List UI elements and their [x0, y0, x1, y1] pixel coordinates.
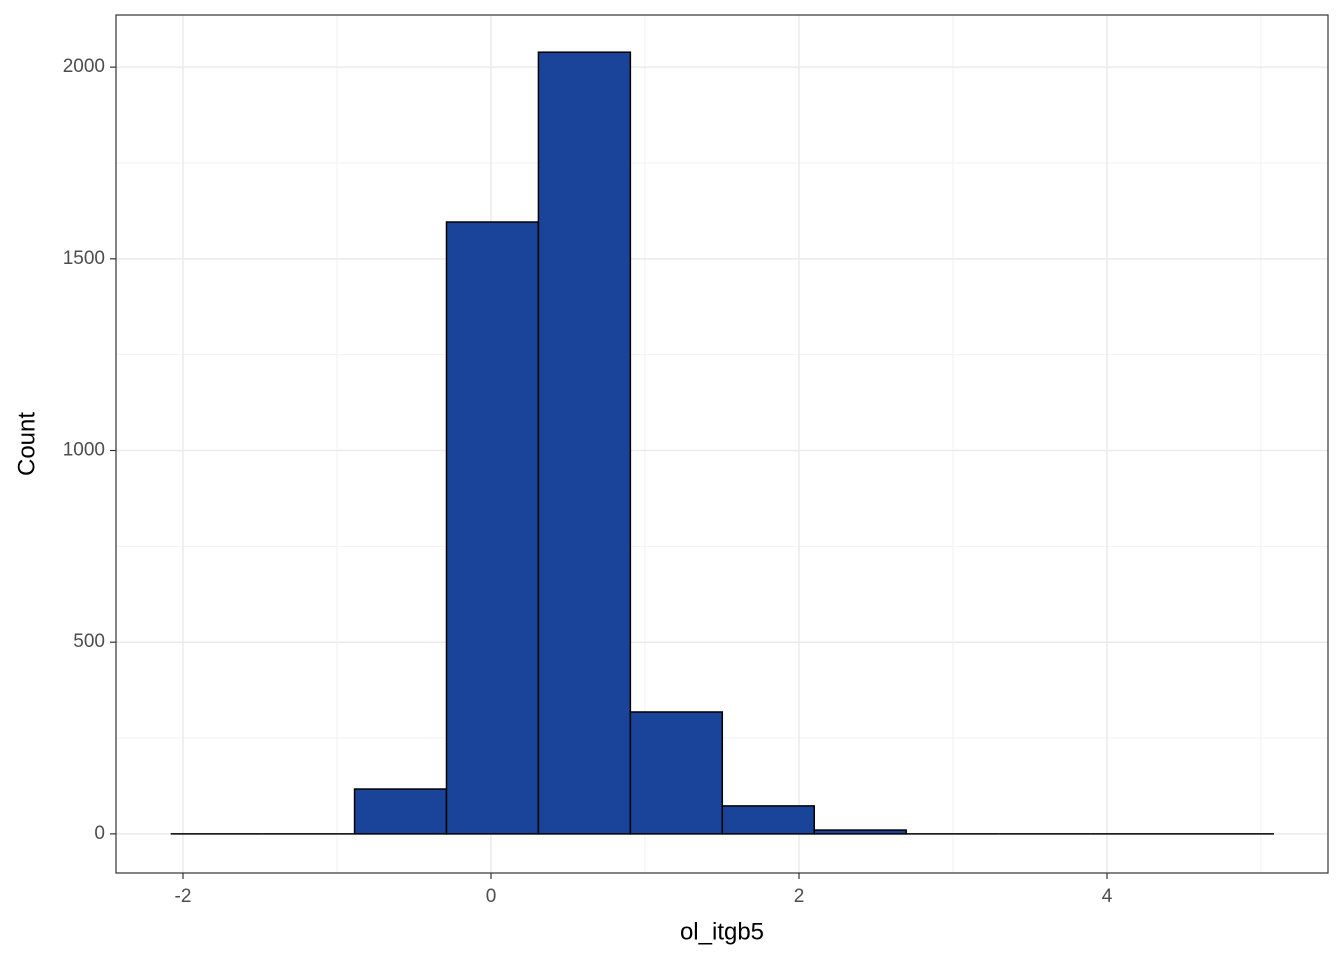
y-axis-title: Count: [13, 412, 40, 476]
y-tick-label: 0: [94, 823, 105, 844]
y-tick-label: 2000: [63, 56, 105, 77]
y-tick-label: 1000: [63, 440, 105, 461]
y-tick-label: 1500: [63, 248, 105, 269]
bar: [537, 51, 632, 835]
bar: [445, 221, 540, 835]
x-tick-label: 0: [486, 886, 497, 907]
bar: [813, 829, 907, 835]
bar: [721, 805, 815, 835]
x-axis-title: ol_itgb5: [680, 918, 764, 945]
x-tick-label: 4: [1102, 886, 1113, 907]
x-tick-label: 2: [794, 886, 805, 907]
y-tick-label: 500: [73, 631, 105, 652]
bar: [629, 711, 724, 835]
panel-border: [115, 14, 1329, 874]
x-tick-label: -2: [175, 886, 192, 907]
bar: [353, 788, 448, 835]
